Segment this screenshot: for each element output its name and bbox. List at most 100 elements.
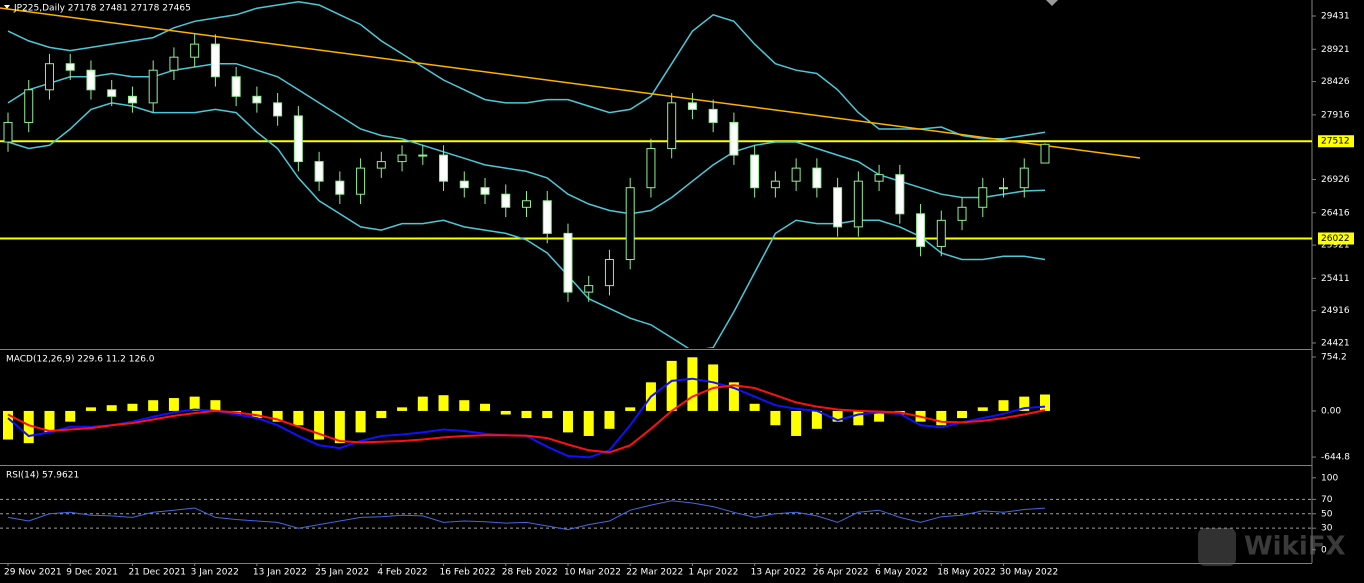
candle-body bbox=[86, 69, 96, 91]
watermark-text: WikiFX bbox=[1244, 532, 1346, 562]
candle-body bbox=[231, 76, 241, 97]
y-tick-label: 24916 bbox=[1321, 306, 1350, 316]
candle-body bbox=[999, 187, 1009, 190]
watermark: WikiFX bbox=[1198, 528, 1346, 566]
macd-histogram-bar bbox=[438, 395, 449, 411]
macd-histogram-bar bbox=[397, 407, 408, 411]
candle-body bbox=[148, 69, 158, 104]
candle-body bbox=[459, 180, 469, 189]
panel-title: JP225,Daily 27178 27481 27178 27465 bbox=[13, 4, 191, 14]
macd-histogram-bar bbox=[189, 396, 200, 411]
candle-body bbox=[584, 285, 594, 293]
y-tick-label: 25411 bbox=[1321, 274, 1350, 284]
candle-body bbox=[3, 121, 13, 143]
macd-histogram-bar bbox=[65, 410, 76, 422]
y-tick-label: 100 bbox=[1321, 473, 1338, 483]
level-label: 26022 bbox=[1321, 234, 1350, 244]
candle-body bbox=[522, 200, 531, 208]
macd-histogram-bar bbox=[998, 400, 1009, 411]
macd-histogram-bar bbox=[853, 410, 864, 426]
candle-body bbox=[957, 206, 967, 221]
candle-body bbox=[791, 167, 801, 182]
macd-histogram-bar bbox=[127, 403, 138, 411]
x-tick-label: 4 Feb 2022 bbox=[377, 568, 427, 578]
candle-body bbox=[397, 154, 407, 163]
y-tick-label: 27916 bbox=[1321, 110, 1350, 120]
y-tick-label: 50 bbox=[1321, 509, 1333, 519]
candle-body bbox=[936, 219, 946, 247]
x-tick-label: 13 Apr 2022 bbox=[751, 568, 807, 578]
macd-histogram-bar bbox=[210, 400, 221, 411]
candle-body bbox=[563, 232, 573, 293]
candle-body bbox=[44, 63, 54, 91]
candle-body bbox=[376, 161, 386, 169]
macd-histogram-bar bbox=[666, 360, 677, 411]
x-tick-label: 28 Feb 2022 bbox=[502, 568, 558, 578]
x-tick-label: 9 Dec 2021 bbox=[66, 568, 118, 578]
macd-histogram-bar bbox=[376, 410, 387, 419]
macd-histogram-bar bbox=[625, 407, 636, 411]
watermark-logo bbox=[1198, 528, 1236, 566]
candle-body bbox=[750, 154, 760, 189]
macd-histogram-bar bbox=[272, 410, 283, 422]
candle-body bbox=[1040, 143, 1050, 164]
candle-body bbox=[314, 161, 324, 182]
candle-body bbox=[127, 95, 137, 104]
macd-histogram-bar bbox=[936, 410, 947, 426]
trendline bbox=[0, 7, 1141, 159]
macd-histogram-bar bbox=[44, 410, 55, 433]
y-tick-label: 28426 bbox=[1321, 77, 1350, 87]
macd-histogram-bar bbox=[542, 410, 553, 419]
candle-body bbox=[356, 167, 366, 195]
macd-histogram-bar bbox=[791, 410, 802, 436]
y-tick-label: -644.8 bbox=[1321, 453, 1350, 463]
candle-body bbox=[687, 102, 697, 110]
macd-histogram-bar bbox=[874, 410, 885, 422]
x-tick-label: 18 May 2022 bbox=[937, 568, 996, 578]
y-tick-label: 28921 bbox=[1321, 45, 1350, 55]
candle-body bbox=[978, 187, 988, 208]
y-tick-label: 0.00 bbox=[1321, 406, 1341, 416]
candle-body bbox=[480, 187, 490, 195]
macd-histogram-bar bbox=[562, 410, 573, 433]
macd-histogram-bar bbox=[604, 410, 615, 429]
candle-body bbox=[252, 95, 262, 104]
macd-histogram-bar bbox=[770, 410, 781, 426]
panel-plot bbox=[0, 498, 1312, 531]
x-tick-label: 21 Dec 2021 bbox=[128, 568, 186, 578]
x-tick-label: 26 Apr 2022 bbox=[813, 568, 869, 578]
y-tick-label: 0 bbox=[1321, 545, 1327, 555]
x-tick-label: 30 May 2022 bbox=[1000, 568, 1059, 578]
macd-histogram-bar bbox=[355, 410, 366, 433]
panel-title: RSI(14) 57.9621 bbox=[6, 471, 79, 481]
macd-histogram-bar bbox=[334, 410, 345, 444]
panel-title: MACD(12,26,9) 229.6 11.2 126.0 bbox=[6, 355, 155, 365]
macd-histogram-bar bbox=[583, 410, 594, 436]
y-tick-label: 30 bbox=[1321, 524, 1333, 534]
macd-histogram-bar bbox=[85, 407, 96, 411]
candle-body bbox=[853, 180, 863, 228]
macd-histogram-bar bbox=[500, 410, 511, 415]
menu-arrow[interactable] bbox=[4, 5, 10, 9]
macd-histogram-bar bbox=[957, 410, 968, 419]
x-tick-label: 6 May 2022 bbox=[875, 568, 928, 578]
candle-body bbox=[874, 174, 884, 182]
rsi-line bbox=[7, 500, 1046, 531]
bollinger-band bbox=[7, 0, 1046, 140]
level-label-box bbox=[1318, 232, 1354, 245]
candle-body bbox=[24, 89, 34, 123]
candle-body bbox=[107, 89, 117, 97]
shift-marker bbox=[1046, 0, 1058, 6]
candle-body bbox=[190, 43, 200, 58]
macd-histogram-bar bbox=[314, 410, 325, 440]
x-tick-label: 1 Apr 2022 bbox=[688, 568, 738, 578]
panel-plot bbox=[3, 357, 1050, 459]
macd-histogram-bar bbox=[23, 410, 34, 444]
macd-line bbox=[7, 384, 1046, 454]
candle-body bbox=[708, 108, 718, 123]
macd-histogram-bar bbox=[459, 400, 470, 411]
candle-body bbox=[667, 102, 677, 150]
x-tick-label: 10 Mar 2022 bbox=[564, 568, 621, 578]
bollinger-band bbox=[7, 102, 1046, 348]
